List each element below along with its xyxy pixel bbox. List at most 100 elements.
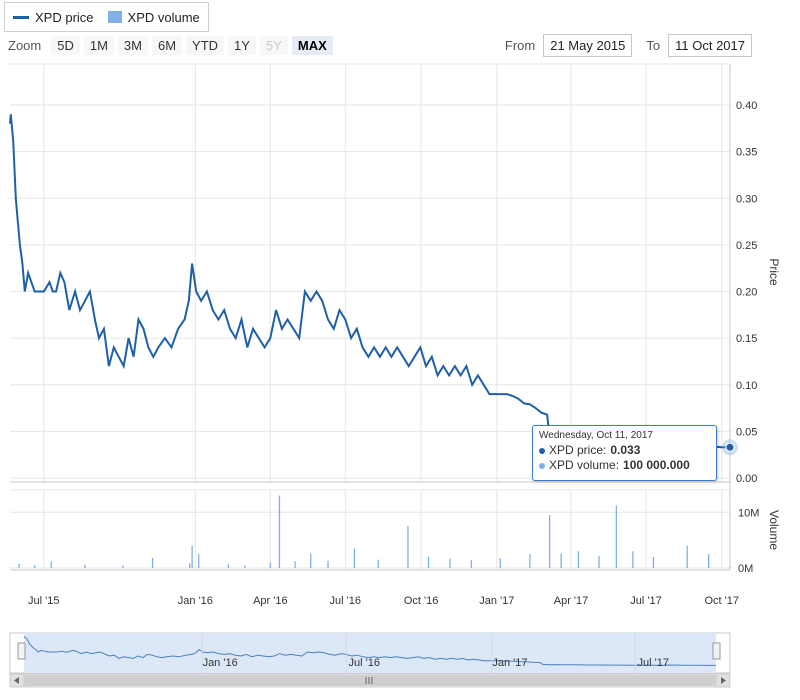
volume-bar [294,561,296,568]
volume-bars [18,495,731,568]
zoom-button-max[interactable]: MAX [291,36,333,55]
from-date-input[interactable]: 21 May 2015 [543,34,633,57]
navigator-tick-label: Jul '16 [349,657,380,669]
volume-bar [151,557,154,568]
zoom-selector: Zoom 5D 1M 3M 6M YTD 1Y 5Y MAX [8,36,333,55]
navigator-series-line [23,636,716,666]
volume-bar [470,560,473,568]
from-label: From [504,38,536,53]
volume-dot-icon [539,462,545,469]
x-tick-label: Apr '16 [253,595,288,607]
tooltip-volume-label: XPD volume: [549,458,620,472]
volume-bar [269,562,272,568]
price-tick-label: 0.25 [736,240,757,252]
x-tick-label: Apr '17 [554,595,589,607]
zoom-button-3m[interactable]: 3M [117,36,148,55]
volume-bar [122,565,124,568]
volume-bar [615,505,618,568]
navigator-right-handle[interactable] [712,642,721,660]
legend-item-volume[interactable]: XPD volume [107,9,200,25]
x-tick-label: Jul '15 [28,595,59,607]
tooltip-price-value: 0.033 [610,443,641,457]
volume-bar [407,526,409,568]
volume-bar [427,556,430,568]
volume-grid [10,511,730,569]
price-line-swatch [13,15,29,19]
zoom-button-1m[interactable]: 1M [83,36,114,55]
scrollbar[interactable] [9,673,731,688]
navigator-selected-range [24,633,716,673]
volume-tick-label: 10M [738,507,759,519]
x-tick-label: Oct '17 [705,595,740,607]
price-tick-label: 0.00 [736,473,757,485]
x-tick-label: Jan '17 [479,595,514,607]
volume-bar [327,560,329,568]
to-date-input[interactable]: 11 Oct 2017 [668,34,752,57]
price-tick-label: 0.15 [736,333,757,345]
price-tick-label: 0.30 [736,193,757,205]
grip-icon [365,677,373,684]
date-range-selector: From 21 May 2015 To 11 Oct 2017 [505,34,752,57]
x-tick-label: Jul '16 [330,595,361,607]
volume-bar [353,548,356,568]
chart-legend: XPD price XPD volume [4,2,209,32]
volume-bar [686,545,688,568]
x-tick-label: Jan '16 [178,595,213,607]
price-tick-label: 0.40 [736,100,757,112]
volume-bar [652,556,655,568]
x-tick-labels: Jul '15 Jan '16 Apr '16 Jul '16 Oct '16 Jan '… [28,595,739,607]
scrollbar-thumb[interactable] [24,675,716,686]
volume-bar [188,562,191,568]
price-tick-labels: 0.00 0.05 0.10 0.15 0.20 0.25 0.30 0.35 0.40 [736,100,757,485]
legend-item-price[interactable]: XPD price [13,10,94,25]
legend-price-label: XPD price [35,9,94,25]
volume-tick-label: 0M [738,563,753,575]
volume-bar [34,565,36,568]
zoom-button-6m[interactable]: 6M [151,36,183,55]
right-arrow-icon [721,677,726,684]
price-grid [10,64,730,570]
tooltip-date: Wednesday, Oct 11, 2017 [539,430,653,441]
tooltip-price-label: XPD price: [549,443,607,457]
zoom-button-ytd[interactable]: YTD [186,36,225,55]
tooltip-volume-row: XPD volume: 100 000.000 [539,458,710,473]
volume-bar [529,554,531,568]
volume-bar [227,564,230,568]
price-axis-title: Price [767,258,781,286]
volume-bar [18,563,20,568]
volume-bar [377,559,379,568]
volume-bar [560,553,562,568]
zoom-button-5y[interactable]: 5Y [259,36,288,55]
zoom-button-5d[interactable]: 5D [51,36,80,55]
tooltip-volume-value: 100 000.000 [623,458,690,472]
volume-bar [548,515,551,568]
volume-bar [632,551,634,568]
price-tick-label: 0.35 [736,147,757,159]
volume-bar [244,565,246,568]
volume-bar [278,495,281,568]
volume-tick-labels: 0M 10M [738,507,759,575]
navigator[interactable]: Jan '16 Jul '16 Jan '17 Jul '17 [9,632,731,674]
tooltip-price-row: XPD price: 0.033 [539,443,710,458]
price-tick-label: 0.10 [736,380,757,392]
zoom-label: Zoom [8,38,42,53]
volume-bar [84,564,86,568]
volume-bar [310,553,312,568]
volume-bar [50,561,52,568]
volume-bar [707,554,710,568]
x-tick-label: Jul '17 [630,595,661,607]
volume-bar [499,557,501,568]
volume-bar [577,551,580,568]
volume-axis-title: Volume [767,510,781,550]
navigator-tick-label: Jan '16 [203,657,238,669]
navigator-left-handle[interactable] [17,642,26,660]
zoom-button-1y[interactable]: 1Y [228,36,256,55]
x-tick-label: Oct '16 [404,595,439,607]
price-tick-label: 0.20 [736,287,757,299]
volume-bar [191,545,193,568]
volume-bar [449,558,451,568]
to-label: To [646,38,661,53]
legend-volume-label: XPD volume [127,9,200,25]
